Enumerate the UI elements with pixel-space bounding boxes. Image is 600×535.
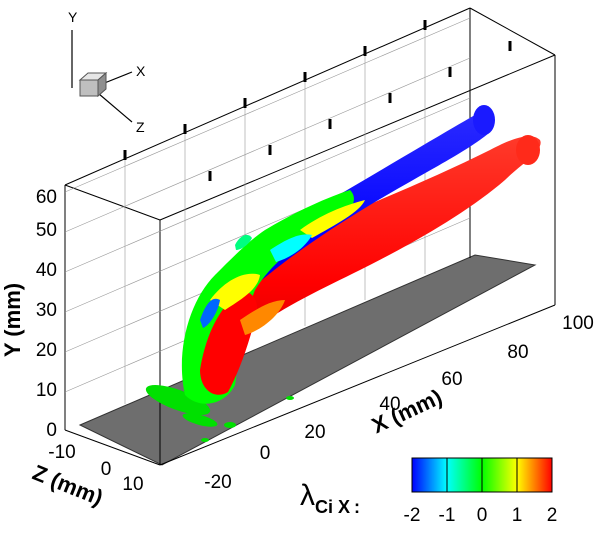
y-tick: 60 <box>36 187 57 208</box>
colorbar-tick-label: -2 <box>404 505 421 526</box>
triad-y-label: Y <box>68 9 78 25</box>
box-frame <box>64 7 556 466</box>
triad-cube-icon <box>79 79 99 97</box>
y-tick: 50 <box>36 220 57 241</box>
colorbar: λCi X: -2 -1 0 1 2 <box>300 457 558 526</box>
x-tick: -20 <box>204 472 231 493</box>
y-tick: 0 <box>46 420 57 441</box>
x-tick: 100 <box>562 313 594 334</box>
colorbar-tick-label: 2 <box>547 505 558 526</box>
z-axis-label: Z (mm) <box>29 460 106 511</box>
top-ticks <box>123 20 512 181</box>
colorbar-tick-label: 0 <box>477 505 488 526</box>
colorbar-tick-label: -1 <box>439 505 456 526</box>
z-tick: 10 <box>122 474 143 495</box>
z-tick: -10 <box>48 442 75 463</box>
x-tick: 80 <box>507 342 528 363</box>
x-tick-labels: -20 0 20 40 60 80 100 <box>204 313 594 493</box>
colorbar-tick-label: 1 <box>512 505 523 526</box>
triad-x-label: X <box>136 63 146 79</box>
vortex-tube-red <box>199 135 541 380</box>
colorbar-label: λCi X: <box>300 479 360 517</box>
x-tick: 40 <box>379 394 400 415</box>
triad-z-label: Z <box>136 119 145 135</box>
floor-green-patches <box>145 385 294 442</box>
orientation-triad: Y X Z <box>68 9 146 135</box>
y-tick: 40 <box>36 260 57 281</box>
z-tick: 0 <box>101 459 112 480</box>
y-tick: 30 <box>36 300 57 321</box>
x-tick: 0 <box>260 443 271 464</box>
y-axis-label: Y (mm) <box>0 283 25 357</box>
vortex-mixed-region <box>181 190 365 404</box>
vortex-tube-blue <box>215 105 495 331</box>
x-axis-label: X (mm) <box>368 384 446 438</box>
y-tick: 10 <box>36 380 57 401</box>
y-tick-labels: 0 10 20 30 40 50 60 <box>36 187 57 441</box>
x-tick: 20 <box>304 422 325 443</box>
z-tick-labels: -10 0 10 <box>48 442 143 495</box>
x-tick: 60 <box>441 369 462 390</box>
y-tick: 20 <box>36 340 57 361</box>
